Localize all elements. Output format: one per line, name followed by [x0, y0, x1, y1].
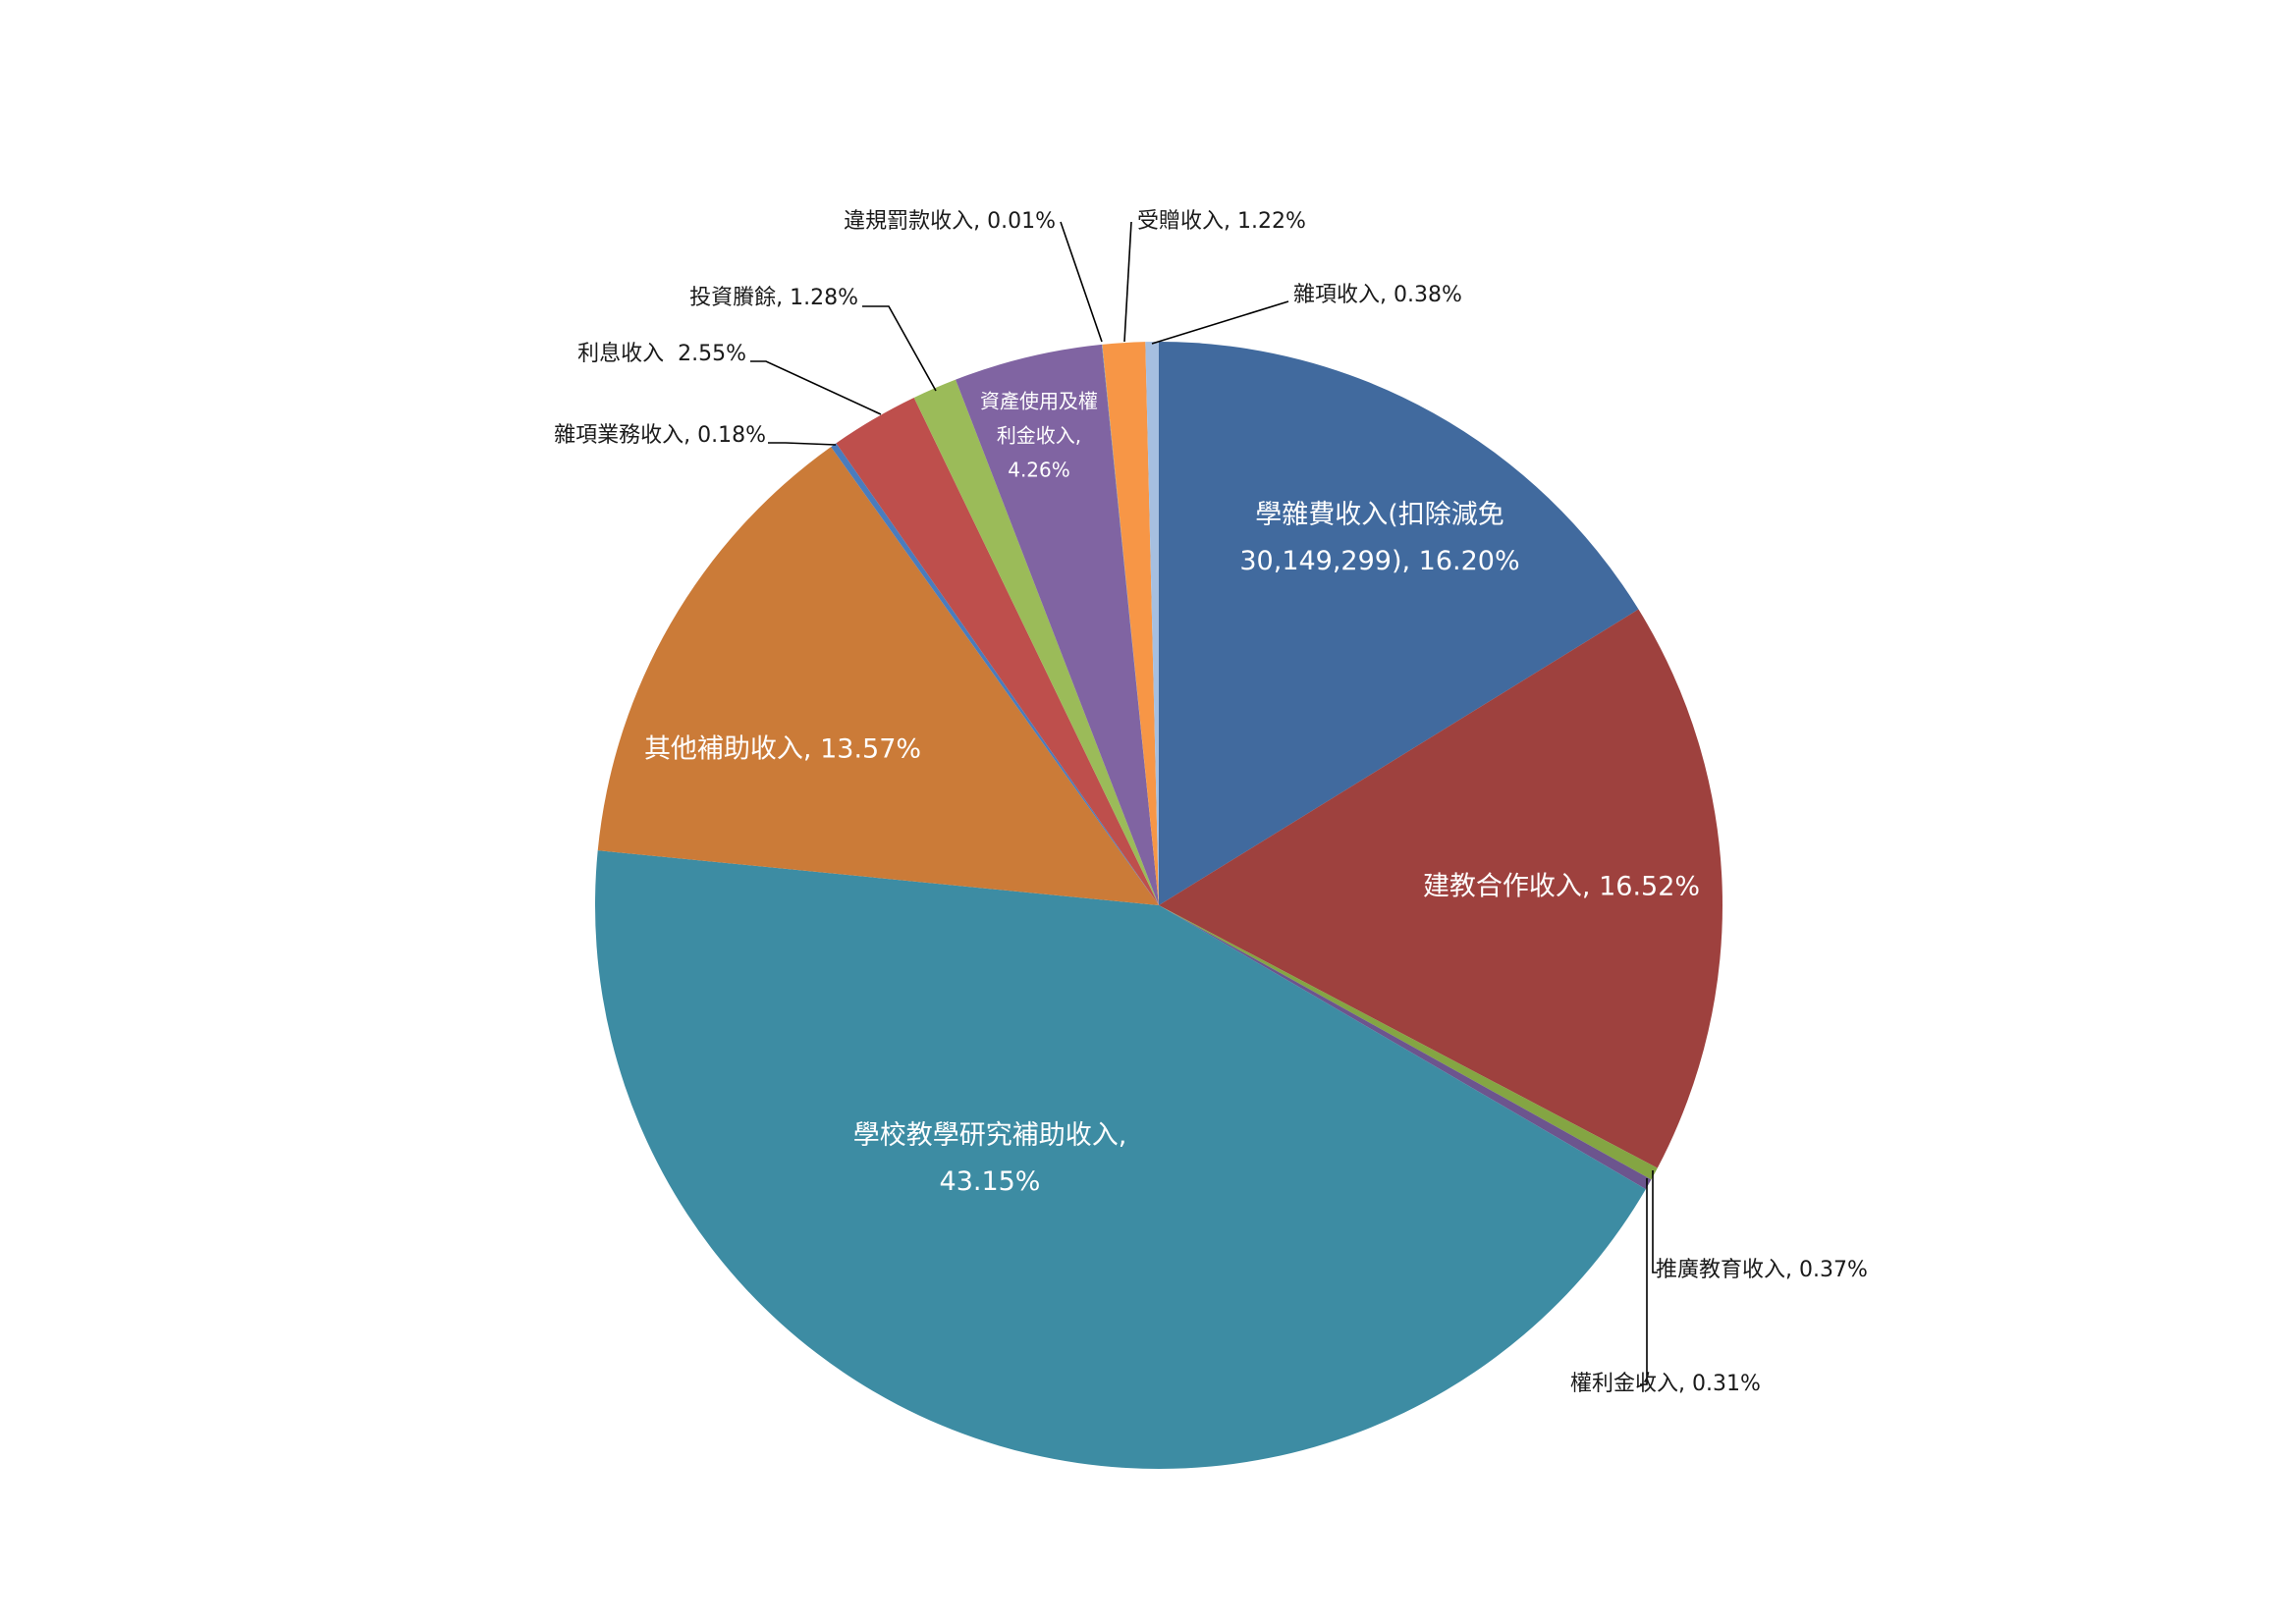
pie-slice — [1145, 342, 1159, 905]
pie-slice — [597, 447, 1159, 905]
data-label: 投資賸餘, 1.28% — [689, 285, 858, 310]
data-label: 雜項業務收入, 0.18% — [554, 422, 766, 448]
pie-slice — [1159, 609, 1723, 1168]
leader-line — [1123, 221, 1132, 343]
pie-slice — [1159, 905, 1658, 1180]
pie-slice — [831, 443, 1159, 905]
leader-line — [768, 442, 837, 446]
leader-line — [1652, 1170, 1658, 1273]
pie-slice — [956, 344, 1159, 905]
leader-lines — [750, 221, 1658, 1385]
data-label: 權利金收入, 0.31% — [1570, 1371, 1761, 1396]
data-label: 受贈收入, 1.22% — [1137, 208, 1306, 234]
leader-line — [1151, 300, 1289, 345]
data-label: 雜項收入, 0.38% — [1293, 282, 1462, 307]
data-label: 利息收入 2.55% — [577, 341, 746, 366]
data-label: 違規罰款收入, 0.01% — [844, 208, 1056, 234]
data-label: 資產使用及權利金收入, 4.26% — [980, 389, 1098, 482]
leader-line — [1640, 1178, 1648, 1385]
data-label: 其他補助收入, 13.57% — [643, 733, 922, 765]
data-label: 學雜費收入(扣除減免30,149,299), 16.20% — [1239, 499, 1520, 576]
pie-slice — [594, 850, 1646, 1469]
leader-line — [750, 360, 882, 415]
pie-slice — [1102, 342, 1159, 906]
leader-line — [862, 305, 937, 392]
pie-slice — [836, 397, 1159, 905]
data-label: 學校教學研究補助收入, 43.15% — [852, 1119, 1127, 1197]
slices — [594, 342, 1723, 1469]
data-label: 推廣教育收入, 0.37% — [1656, 1257, 1868, 1282]
pie-slice — [1159, 905, 1652, 1190]
pie-slice — [1159, 342, 1639, 905]
leader-line — [1060, 221, 1103, 343]
pie-slice — [1102, 344, 1159, 906]
pie-slice — [913, 379, 1159, 905]
data-label: 建教合作收入, 16.52% — [1422, 871, 1701, 902]
